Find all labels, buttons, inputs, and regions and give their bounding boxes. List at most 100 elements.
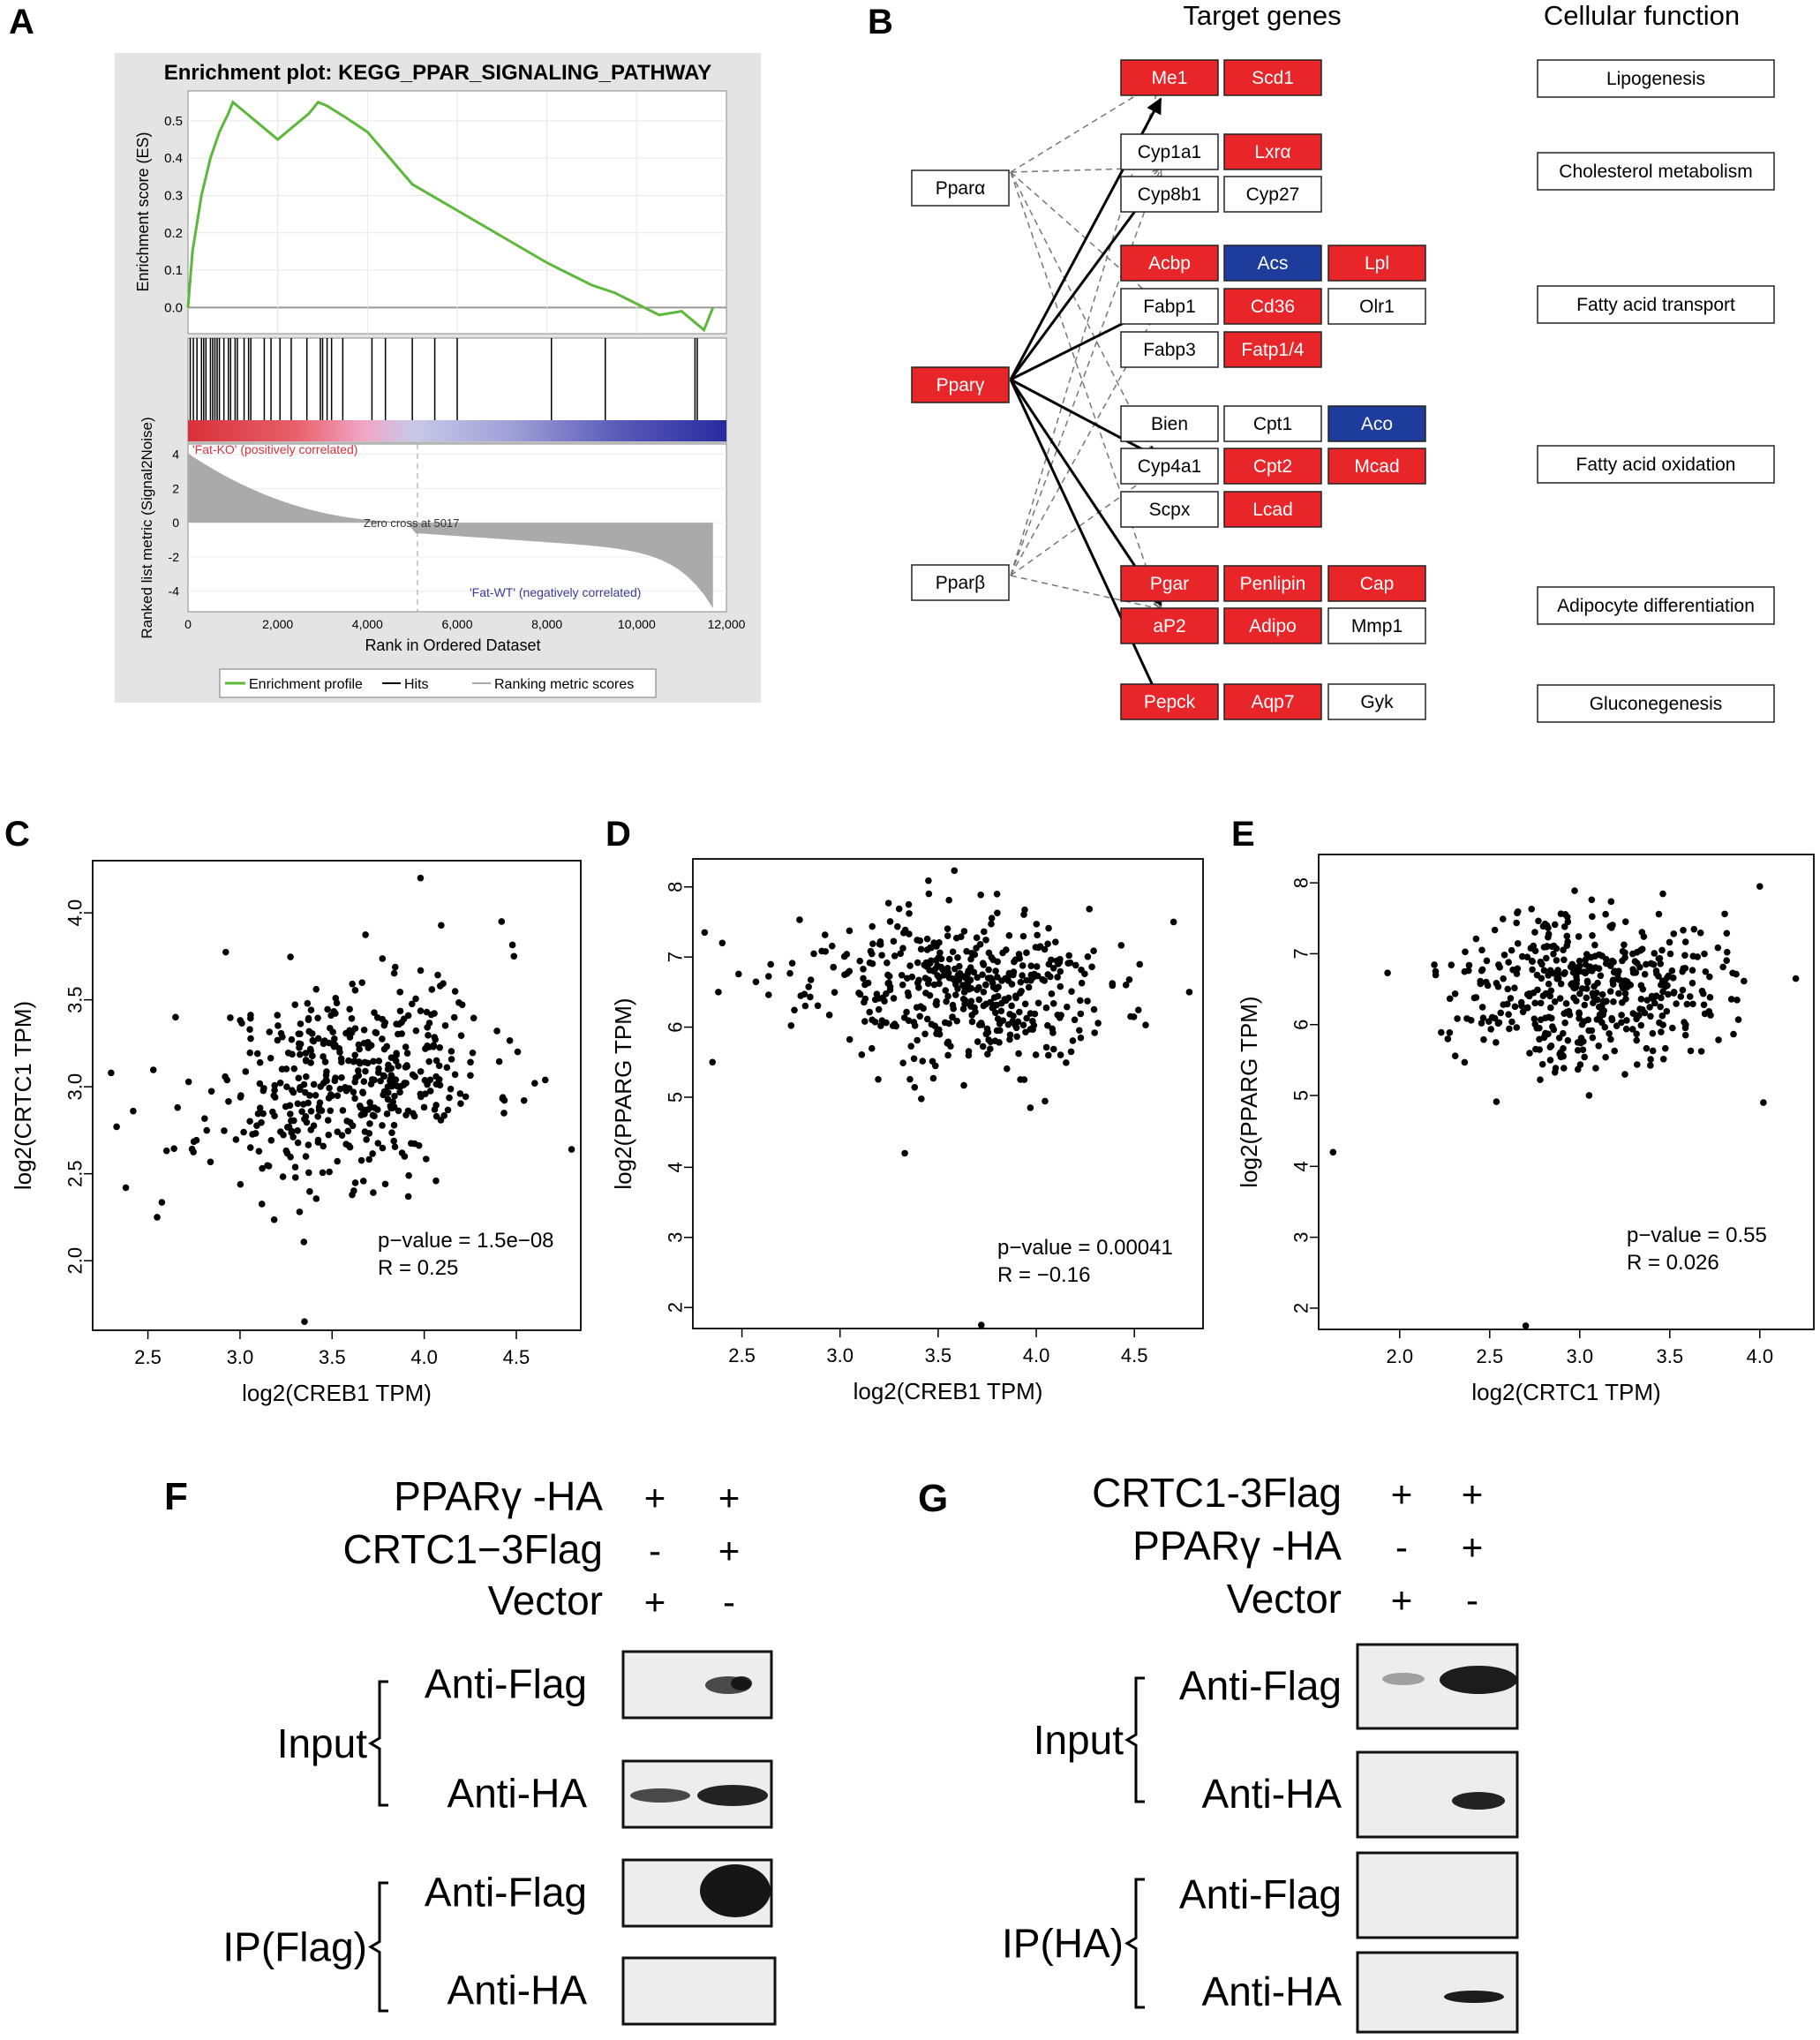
scatter-point — [926, 960, 933, 967]
scatter-point — [944, 992, 951, 1000]
scatter-point — [1508, 946, 1515, 954]
scatter-point — [1637, 996, 1645, 1003]
scatter-point — [921, 975, 929, 982]
scatter-point — [500, 1110, 508, 1117]
scatter-point — [256, 1080, 264, 1088]
scatter-point — [1603, 955, 1610, 963]
scatter-point — [295, 1030, 303, 1037]
lane1-sign: + — [1391, 1579, 1413, 1621]
scatter-point — [1004, 1020, 1012, 1028]
scatter-point — [391, 1143, 399, 1150]
scatter-point — [818, 947, 825, 955]
scatter-point — [329, 1041, 337, 1048]
scatter-point — [905, 900, 913, 908]
scatter-point — [890, 937, 898, 945]
scatter-point — [1494, 1020, 1502, 1028]
scatter-point — [869, 940, 876, 947]
scatter-point — [1616, 976, 1624, 984]
scatter-point — [966, 1001, 974, 1009]
scatter-point — [1668, 967, 1676, 975]
scatter-point — [1075, 1027, 1083, 1035]
gene-box — [1223, 176, 1322, 213]
scatter-point — [966, 964, 974, 971]
scatter-point — [878, 1017, 886, 1025]
scatter-point — [921, 1030, 929, 1038]
scatter-point — [455, 999, 463, 1006]
scatter-point — [1491, 926, 1499, 934]
scatter-point — [1006, 1035, 1013, 1043]
scatter-point — [1627, 982, 1635, 989]
scatter-point — [997, 1007, 1005, 1015]
scatter-point — [1034, 944, 1042, 952]
gene-box — [1120, 683, 1219, 720]
scatter-point — [270, 1216, 278, 1223]
scatter-point — [1598, 1007, 1606, 1015]
scatter-point — [934, 962, 941, 969]
scatter-point — [410, 1140, 418, 1148]
scatter-point — [990, 994, 998, 1001]
scatter-point — [303, 1073, 310, 1080]
es-tick-label: 0.2 — [164, 226, 183, 241]
scatter-point — [1094, 1020, 1102, 1027]
scatter-point — [1523, 1005, 1531, 1012]
scatter-point — [906, 962, 914, 969]
scatter-point — [899, 945, 906, 952]
scatter-point — [1730, 1030, 1737, 1038]
scatter-point — [1657, 1003, 1664, 1011]
antibody-label: Anti-Flag — [425, 1870, 587, 1916]
scatter-point — [365, 1130, 373, 1137]
scatter-point — [380, 1072, 387, 1080]
y-tick-label: 3 — [665, 1232, 687, 1243]
scatter-point — [312, 985, 320, 993]
scatter-point — [1020, 1076, 1028, 1083]
es-tick-label: 0.5 — [164, 114, 183, 129]
scatter-point — [1511, 1003, 1519, 1011]
scatter-point — [1734, 997, 1741, 1004]
scatter-point — [358, 979, 366, 986]
scatter-point — [1034, 931, 1041, 939]
scatter-point — [1014, 1018, 1022, 1026]
scatter-point — [331, 1035, 338, 1043]
scatter-point — [1583, 977, 1591, 985]
scatter-point — [467, 1072, 474, 1080]
scatter-point — [718, 939, 726, 947]
scatter-point — [1505, 959, 1512, 966]
scatter-point — [370, 1189, 377, 1196]
scatter-point — [392, 1076, 400, 1083]
scatter-point — [895, 905, 903, 913]
scatter-point — [304, 999, 312, 1007]
scatter-point — [356, 1045, 363, 1053]
x-tick-label: 3.0 — [826, 1344, 854, 1366]
scatter-point — [375, 1065, 382, 1073]
panel-label-c: C — [4, 815, 30, 854]
scatter-point — [411, 1073, 418, 1080]
scatter-point — [1706, 994, 1714, 1001]
scatter-point — [976, 941, 984, 948]
scatter-point — [981, 928, 988, 936]
scatter-point — [1670, 990, 1678, 997]
es-gridlines — [188, 91, 726, 334]
scatter-point — [907, 1043, 914, 1050]
scatter-point — [158, 1199, 166, 1206]
gene-box — [1120, 288, 1219, 325]
scatter-point — [973, 934, 981, 942]
scatter-point — [373, 1106, 381, 1113]
scatter-point — [897, 950, 905, 958]
function-box — [1537, 59, 1775, 98]
panel-label-b: B — [868, 3, 893, 41]
scatter-point — [377, 1077, 384, 1085]
scatter-point — [996, 1020, 1004, 1028]
scatter-point — [975, 983, 982, 991]
scatter-point — [348, 1028, 356, 1036]
gene-label: Pepck — [1144, 692, 1196, 712]
scatter-point — [312, 1092, 320, 1099]
scatter-point — [264, 1162, 271, 1170]
function-box — [1537, 684, 1775, 723]
solid-arrow — [1009, 379, 1162, 704]
rank-x-tick-label: 10,000 — [618, 617, 656, 631]
scatter-point — [349, 1122, 357, 1130]
ranking-heatmap-bar — [188, 420, 726, 441]
scatter-point — [1658, 1028, 1665, 1035]
scatter-point — [1619, 957, 1626, 965]
scatter-point — [170, 1145, 177, 1152]
